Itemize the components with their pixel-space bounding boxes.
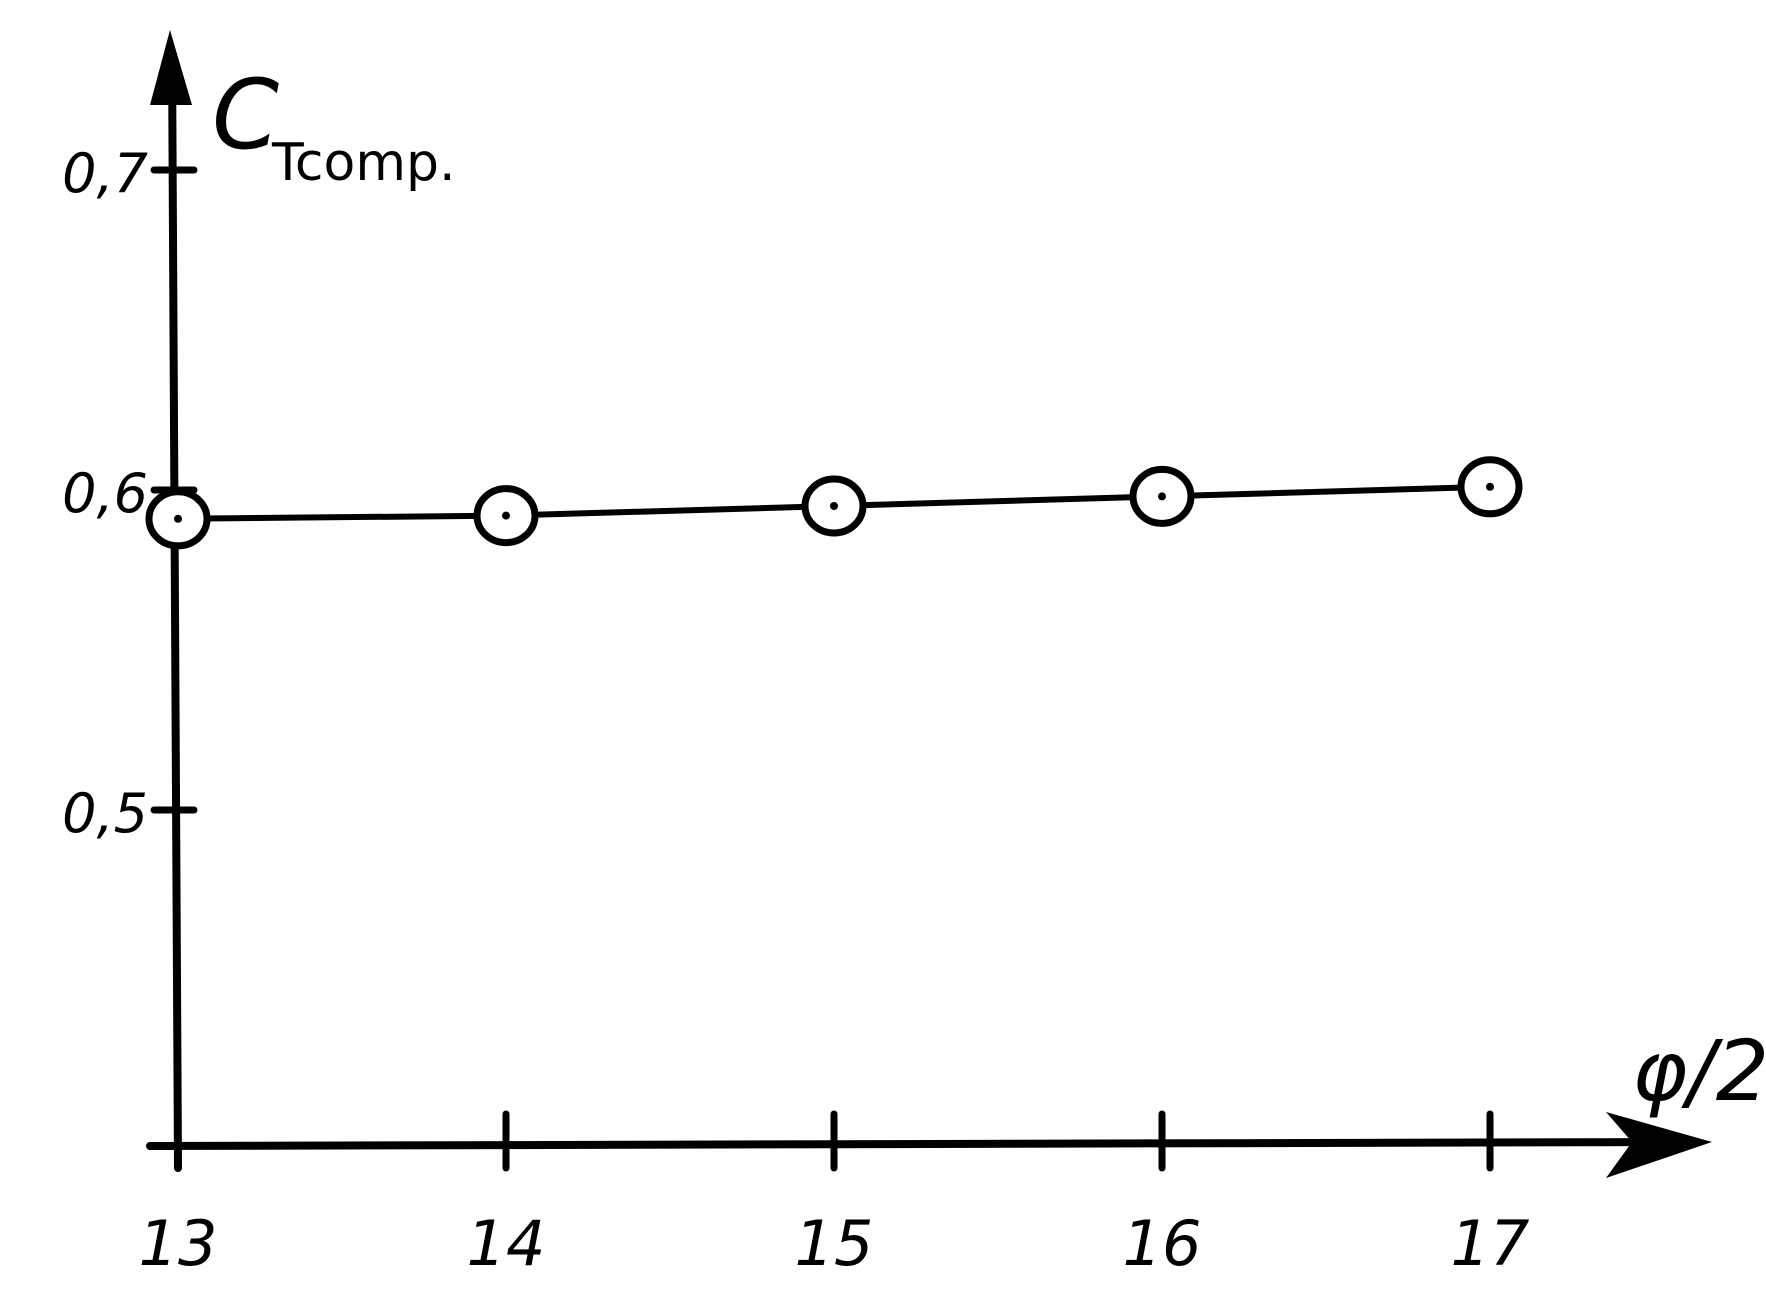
y-tick-label: 0,6: [62, 462, 148, 525]
y-tick-label: 0,7: [62, 142, 148, 205]
x-tick-label: 17: [1451, 1207, 1530, 1280]
data-point-center: [502, 511, 510, 520]
x-tick-label: 15: [795, 1207, 874, 1280]
x-ticks: 13 14 15 16 17: [139, 1110, 1530, 1280]
data-point-center: [174, 514, 182, 523]
data-point-center: [1158, 492, 1166, 501]
x-axis-label: φ/2: [1632, 1022, 1766, 1120]
series-layer: [145, 456, 1523, 550]
y-axis-arrowhead: [150, 30, 192, 105]
x-tick-label: 16: [1123, 1207, 1202, 1280]
y-axis-label: C: [212, 59, 279, 171]
x-tick-label: 13: [139, 1207, 218, 1280]
y-ticks: 0,5 0,6 0,7: [62, 142, 198, 845]
x-axis: [146, 1138, 1694, 1150]
y-axis-label-subscript: Tcomp.: [271, 133, 456, 193]
x-axis-arrowhead: [1606, 1112, 1712, 1178]
data-point-center: [830, 502, 838, 510]
y-axis: [168, 48, 182, 1172]
data-point-center: [1486, 482, 1494, 491]
x-tick-label: 14: [467, 1207, 546, 1280]
y-tick-label: 0,5: [62, 782, 148, 845]
